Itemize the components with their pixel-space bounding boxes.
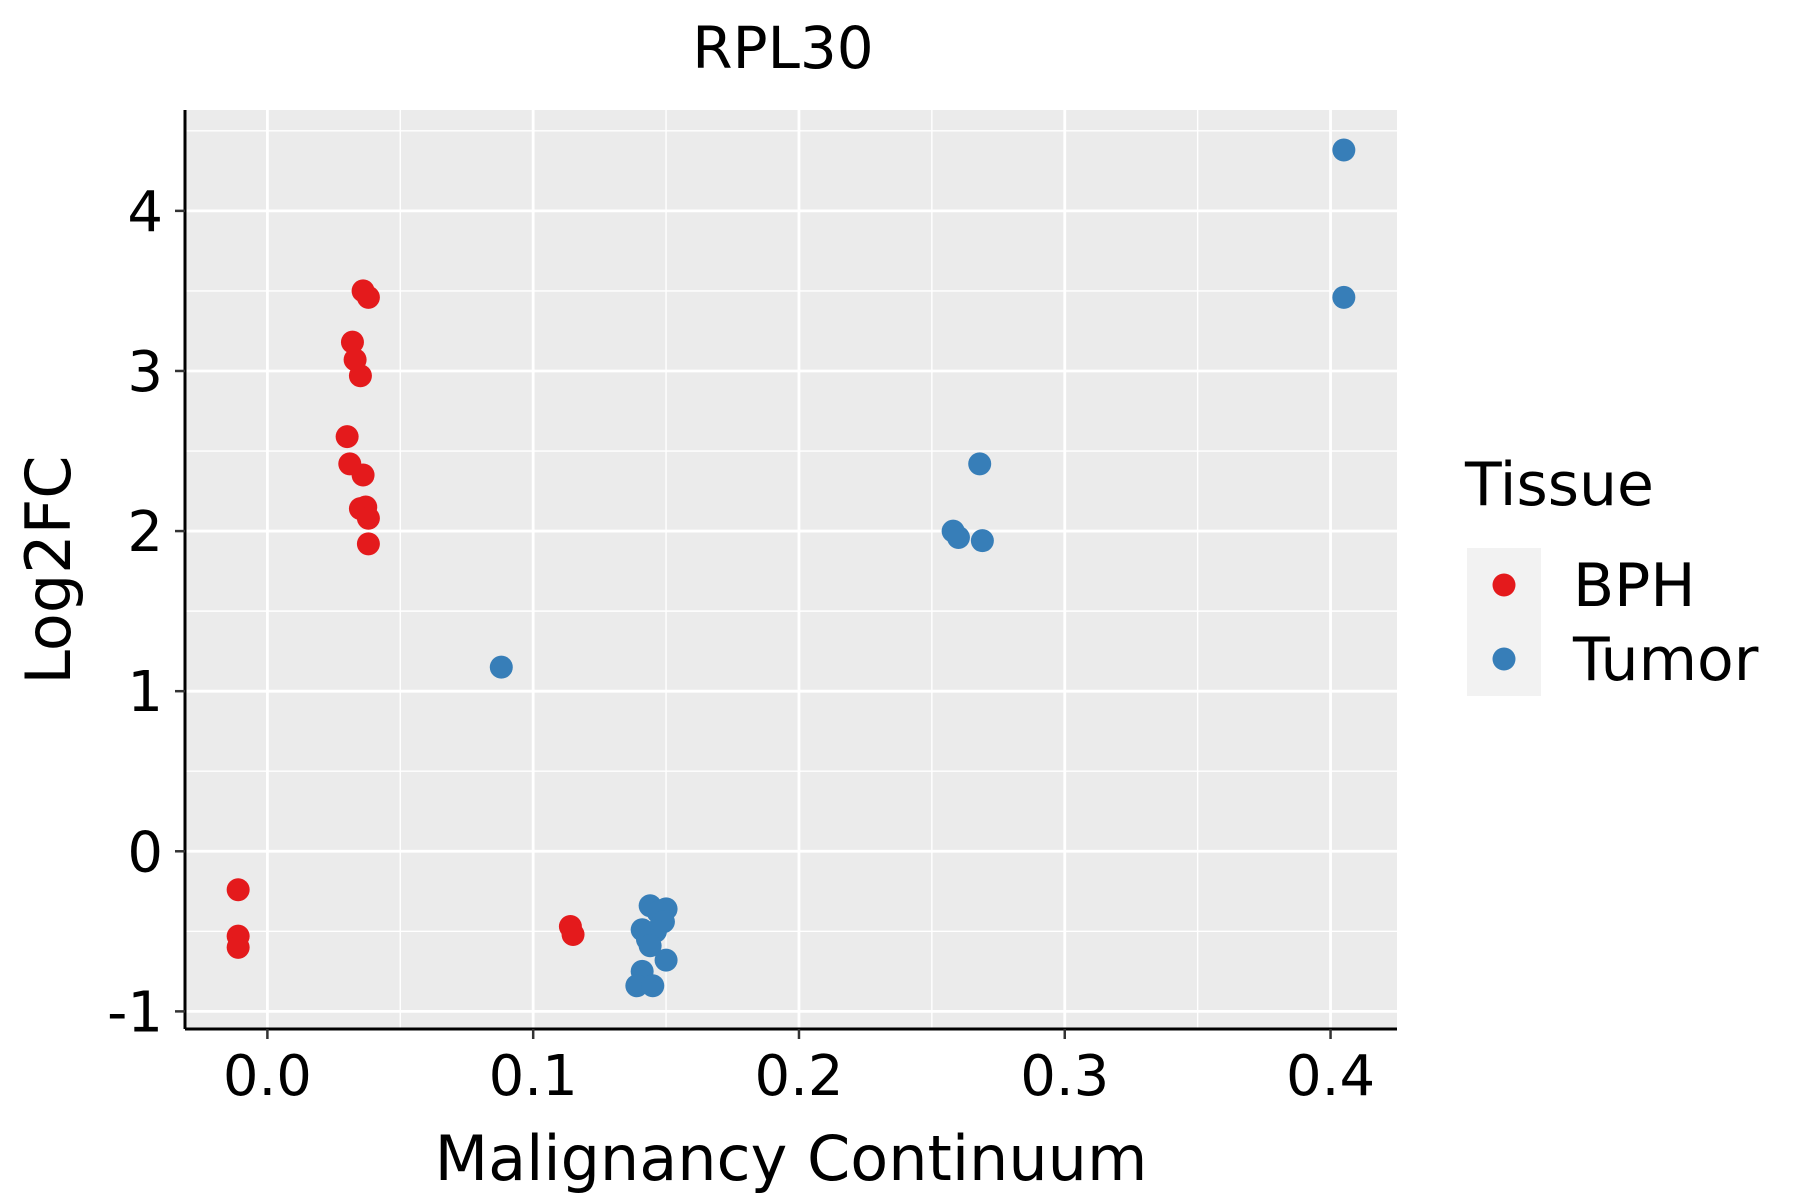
point-bph-8 <box>335 425 359 449</box>
y-tick-label-4: 3 <box>127 340 163 405</box>
point-tumor-15 <box>654 948 678 972</box>
plot-panel <box>185 110 1397 1029</box>
y-tick-label-2: 1 <box>127 660 163 725</box>
chart-title: RPL30 <box>692 14 873 82</box>
y-tick-label-1: 0 <box>127 820 163 885</box>
grid-major <box>185 110 1397 1029</box>
legend-label-bph: BPH <box>1573 551 1695 621</box>
legend: Tissue BPH Tumor <box>1464 450 1759 696</box>
point-bph-16 <box>561 923 585 947</box>
point-bph-0 <box>226 878 250 902</box>
y-axis-title: Log2FC <box>12 455 85 684</box>
legend-marker-bph <box>1492 573 1516 597</box>
point-tumor-1 <box>1332 285 1356 309</box>
x-tick-label-2: 0.2 <box>754 1044 843 1109</box>
legend-label-tumor: Tumor <box>1572 625 1759 695</box>
y-tick-label-5: 4 <box>127 180 163 245</box>
point-tumor-2 <box>968 452 992 476</box>
point-tumor-18 <box>641 974 665 998</box>
point-bph-2 <box>226 935 250 959</box>
point-tumor-5 <box>970 529 994 553</box>
x-tick-label-1: 0.1 <box>489 1044 578 1109</box>
point-tumor-4 <box>946 525 970 549</box>
x-tick-label-4: 0.4 <box>1286 1044 1375 1109</box>
grid-minor <box>185 110 1397 1029</box>
y-tick-label-0: -1 <box>107 980 163 1045</box>
legend-marker-tumor <box>1492 647 1516 671</box>
x-tick-label-3: 0.3 <box>1020 1044 1109 1109</box>
point-bph-5 <box>340 330 364 354</box>
point-tumor-0 <box>1332 138 1356 162</box>
point-bph-14 <box>356 532 380 556</box>
x-axis-title: Malignancy Continuum <box>435 1122 1148 1195</box>
point-bph-13 <box>356 506 380 530</box>
point-tumor-6 <box>489 655 513 679</box>
point-bph-4 <box>356 285 380 309</box>
point-tumor-17 <box>625 974 649 998</box>
data-points <box>226 138 1356 998</box>
point-bph-7 <box>348 364 372 388</box>
y-axis-ticks: -1 0 1 2 3 4 <box>107 180 185 1045</box>
x-tick-label-0: 0.0 <box>223 1044 312 1109</box>
x-axis-ticks: 0.0 0.1 0.2 0.3 0.4 <box>223 1029 1375 1109</box>
legend-title: Tissue <box>1464 450 1654 520</box>
y-tick-label-3: 2 <box>127 500 163 565</box>
point-bph-10 <box>351 463 375 487</box>
point-tumor-14 <box>638 934 662 958</box>
